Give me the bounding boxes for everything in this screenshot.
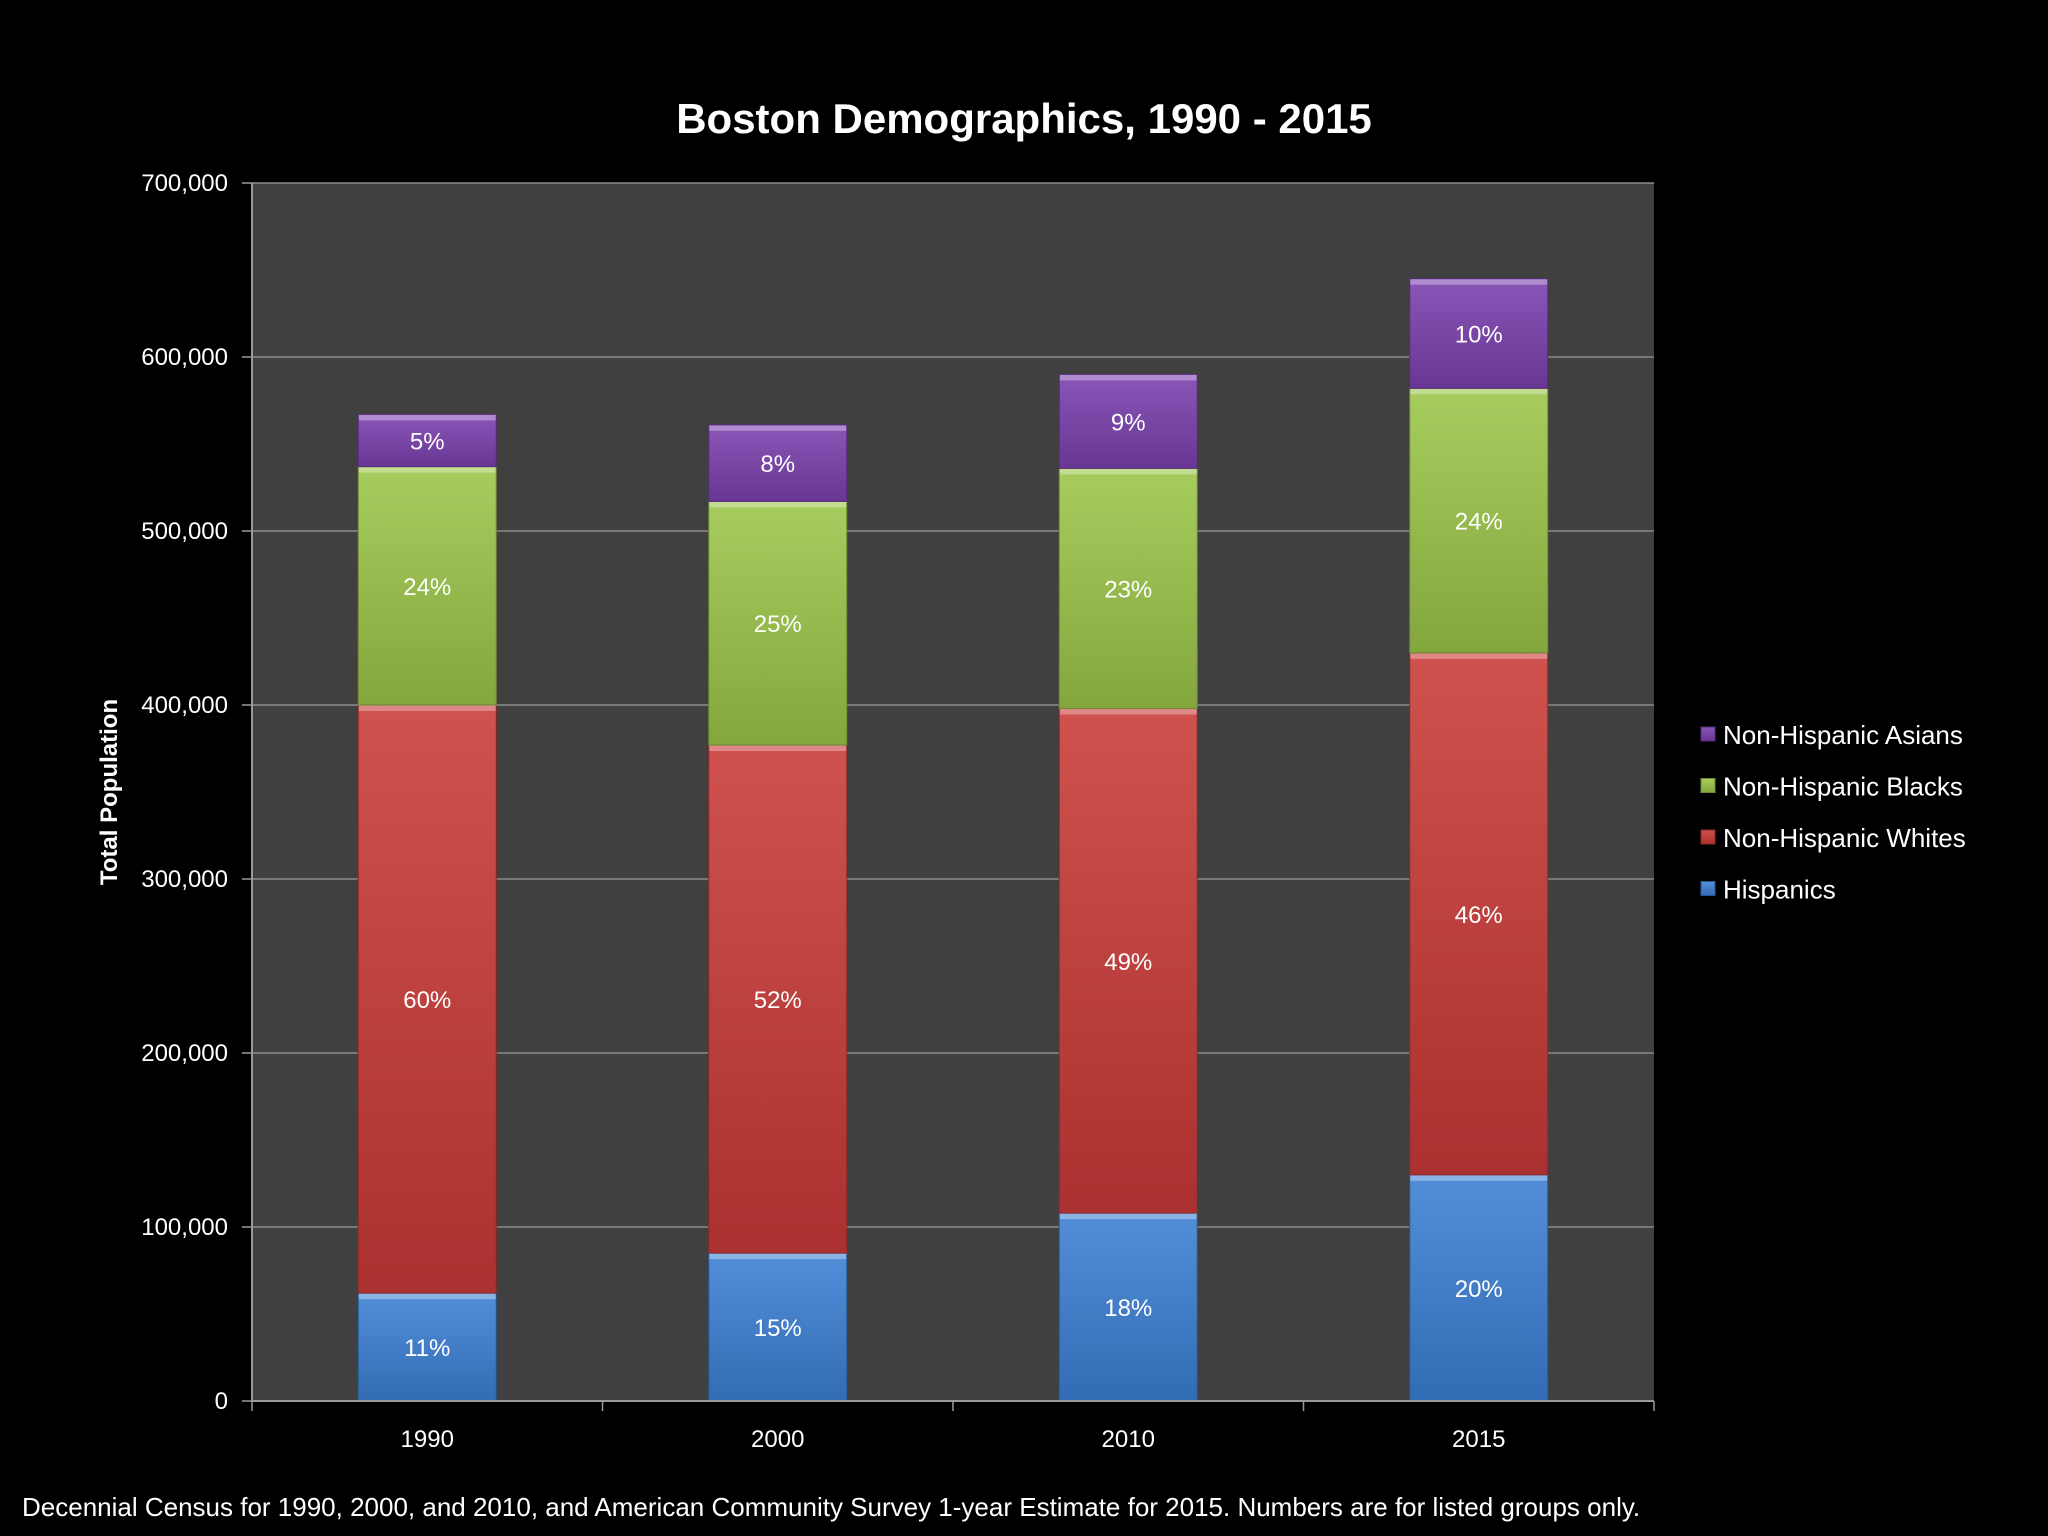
x-tick-label: 2015	[1452, 1426, 1505, 1453]
bar-segment-bevel	[1409, 652, 1548, 659]
x-tick-label: 2010	[1102, 1426, 1155, 1453]
y-tick-label: 700,000	[141, 170, 228, 197]
legend: Non-Hispanic Asians Non-Hispanic Blacks No…	[1700, 720, 1966, 905]
legend-swatch	[1700, 726, 1716, 742]
bar-segment	[1059, 708, 1198, 1214]
bar-segment-bevel	[1059, 468, 1198, 475]
legend-label: Non-Hispanic Whites	[1723, 823, 1966, 853]
legend-swatch	[1700, 881, 1716, 896]
footnote: Decennial Census for 1990, 2000, and 201…	[22, 1492, 1640, 1522]
legend-label: Hispanics	[1723, 875, 1836, 905]
bar-segment	[708, 745, 847, 1254]
data-label: 23%	[1104, 576, 1152, 603]
bar-segment-bevel	[708, 501, 847, 508]
legend-label: Non-Hispanic Blacks	[1723, 772, 1963, 802]
chart-title: Boston Demographics, 1990 - 2015	[676, 95, 1372, 142]
legend-swatch	[1700, 778, 1716, 793]
bar-segment-bevel	[1059, 1213, 1198, 1220]
bar-segment-bevel	[1059, 374, 1198, 381]
data-label: 8%	[760, 451, 795, 478]
data-label: 11%	[404, 1335, 450, 1362]
bar-segment-bevel	[1409, 388, 1548, 395]
segment-labels: 11% 60% 24% 5% 15% 52% 25% 8% 18% 49% 23% 9% 20% 46% 2…	[403, 322, 1503, 1363]
data-label: 60%	[403, 987, 451, 1014]
bar-segment	[1059, 468, 1198, 709]
bar-segment-bevel	[358, 1293, 497, 1300]
bar-segment	[358, 1293, 497, 1401]
data-label: 9%	[1111, 409, 1146, 436]
bar-segment	[1059, 1213, 1198, 1401]
bar-segment-bevel	[358, 705, 497, 711]
bar-segment	[1059, 374, 1198, 469]
bar-segment	[1409, 388, 1548, 653]
data-label: 5%	[410, 429, 445, 456]
bar-segment-bevel	[1059, 708, 1198, 715]
y-tick-label: 300,000	[141, 866, 228, 893]
y-tick-label: 100,000	[141, 1214, 228, 1241]
data-label: 10%	[1455, 322, 1503, 349]
bar-segment	[708, 424, 847, 502]
bar-segment-edge	[1058, 373, 1198, 469]
bar-segment	[1409, 278, 1548, 389]
data-label: 52%	[754, 987, 802, 1014]
bar-segment	[358, 705, 497, 1294]
data-label: 18%	[1104, 1295, 1152, 1322]
bar-segment	[358, 414, 497, 467]
data-label: 15%	[754, 1315, 802, 1342]
bar-segment-bevel	[708, 424, 847, 431]
x-tick-label: 2000	[751, 1426, 804, 1453]
bar-segment-bevel	[358, 414, 497, 421]
y-tick-label: 200,000	[141, 1040, 228, 1067]
data-label: 25%	[754, 611, 802, 638]
bar-segment	[1409, 1174, 1548, 1401]
x-tick-label: 1990	[401, 1426, 454, 1453]
y-axis-ticks: 0 100,000 200,000 300,000 400,000 500,000 600,…	[141, 170, 252, 1415]
bar-segment	[708, 1253, 847, 1401]
y-axis-label: Total Population	[96, 699, 123, 885]
y-tick-label: 400,000	[141, 692, 228, 719]
data-label: 24%	[1455, 509, 1503, 536]
bar-segment-edge	[357, 413, 497, 468]
y-tick-label: 0	[215, 1388, 228, 1415]
data-label: 49%	[1104, 949, 1152, 976]
bar-segment-bevel	[358, 466, 497, 473]
bar-segment-edge	[708, 424, 848, 502]
bar-segment-bevel	[708, 745, 847, 752]
y-tick-label: 500,000	[141, 518, 228, 545]
data-label: 46%	[1455, 902, 1503, 929]
legend-label: Non-Hispanic Asians	[1723, 720, 1963, 750]
data-label: 24%	[403, 574, 451, 601]
bar-segment-bevel	[1409, 1174, 1548, 1181]
legend-swatch	[1700, 829, 1716, 845]
y-tick-label: 600,000	[141, 344, 228, 371]
bar-segment-edge	[1409, 278, 1549, 389]
bar-segment	[1409, 652, 1548, 1175]
bars	[357, 278, 1549, 1402]
bar-segment	[358, 466, 497, 705]
bar-segment-bevel	[708, 1253, 847, 1260]
bar-segment-bevel	[1409, 278, 1548, 285]
data-label: 20%	[1455, 1276, 1503, 1303]
x-axis-ticks: 1990 2000 2010 2015	[251, 1401, 1655, 1453]
bar-segment	[708, 501, 847, 746]
